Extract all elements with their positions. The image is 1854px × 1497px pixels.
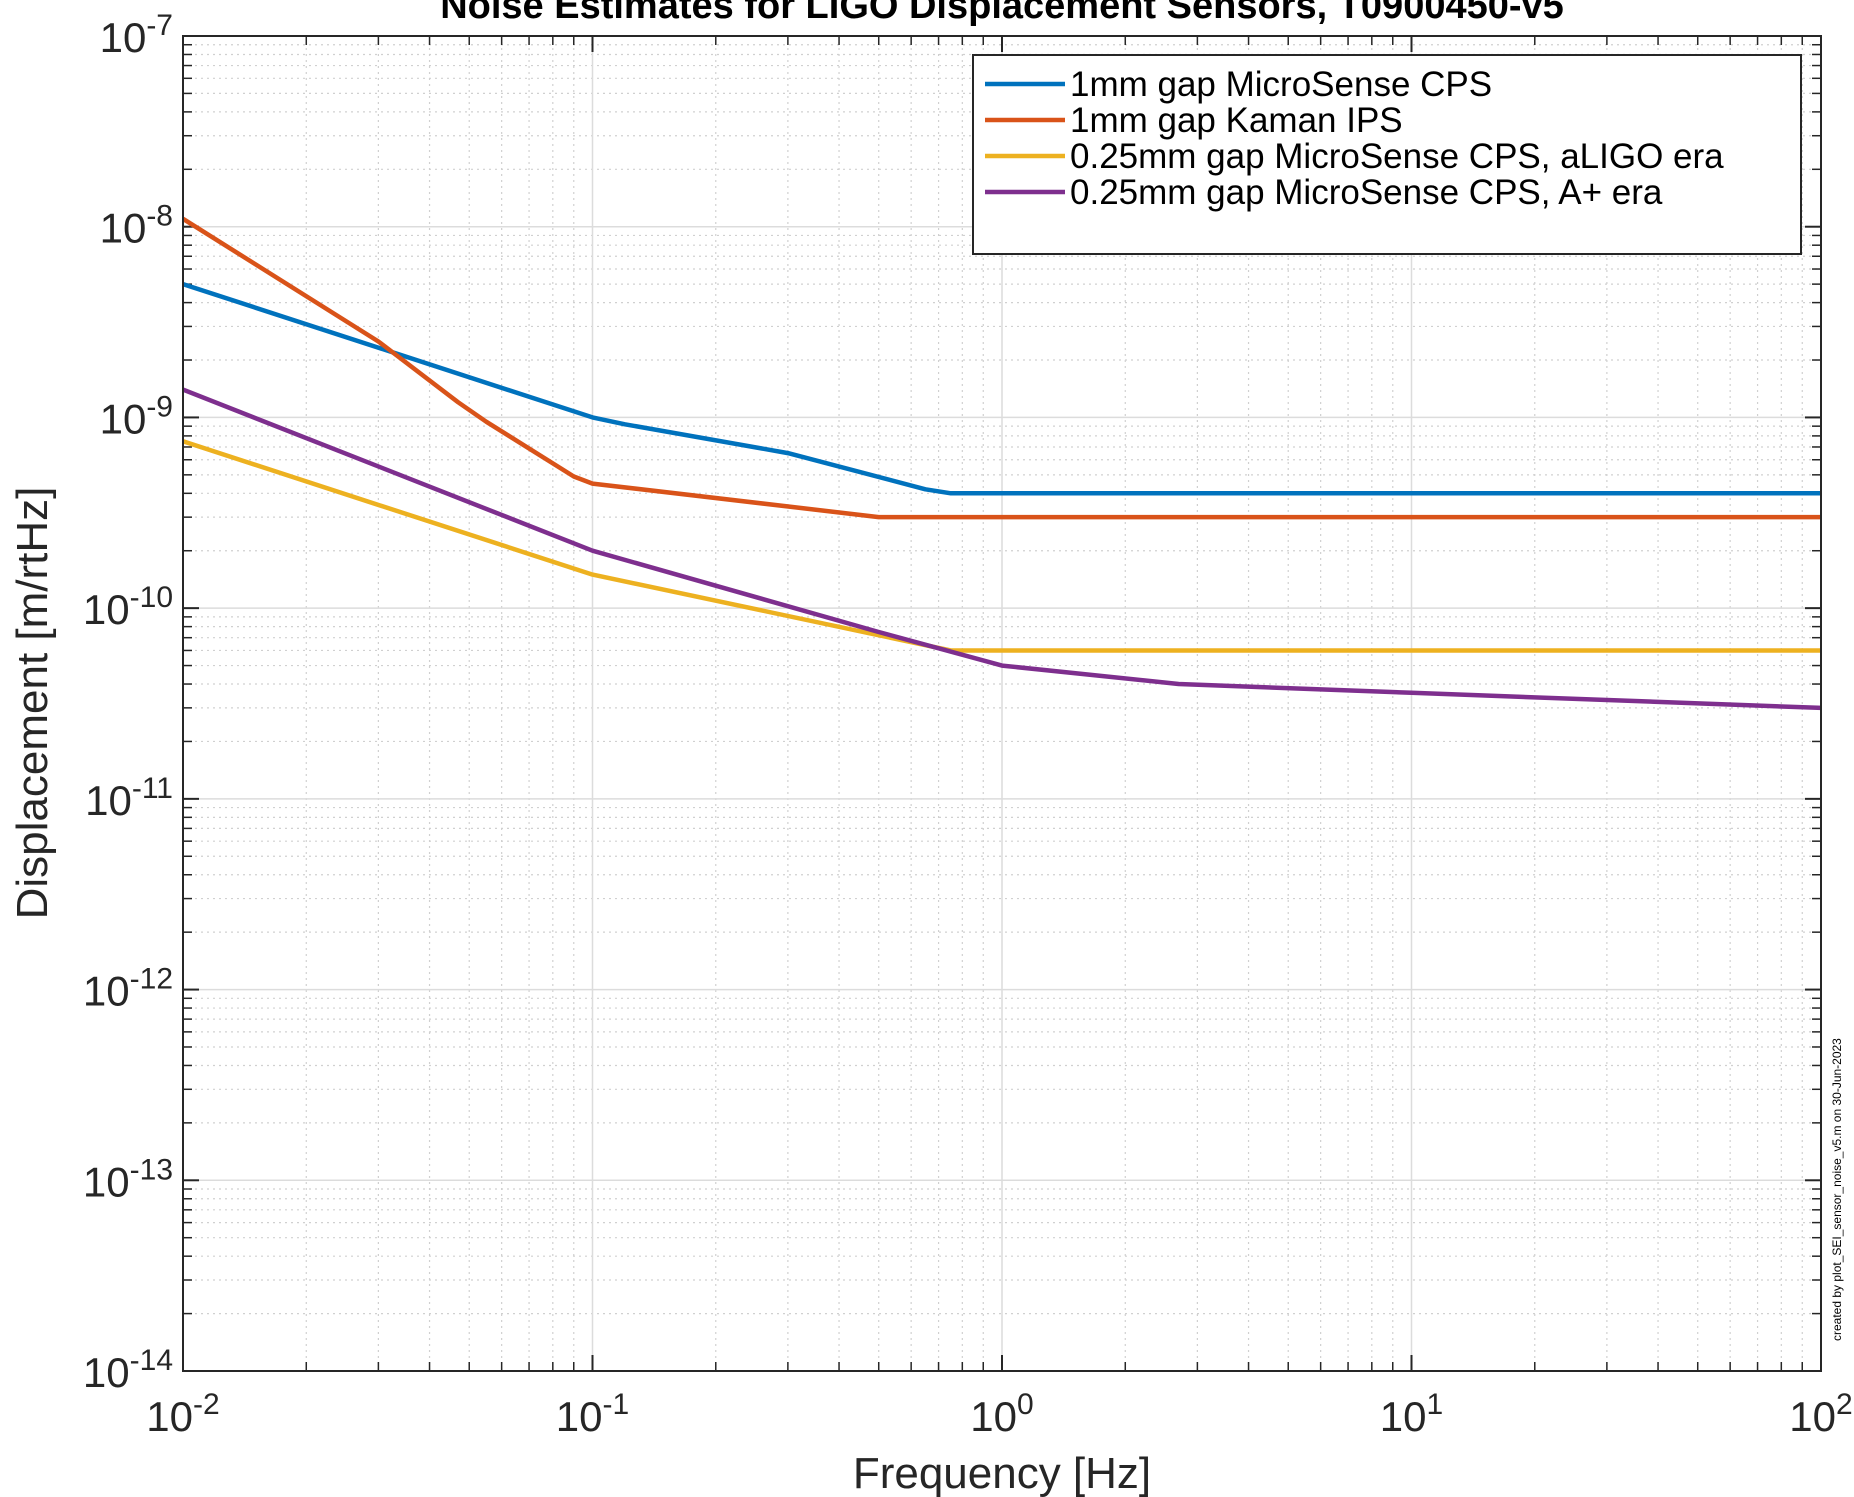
x-tick-label: 10-1 [556, 1388, 629, 1440]
y-tick-label: 10-13 [83, 1153, 173, 1205]
legend-box [972, 54, 1802, 255]
series-lines [183, 216, 1821, 711]
legend-label-3: 0.25mm gap MicroSense CPS, aLIGO era [1070, 137, 1724, 176]
series-line-4 [183, 387, 1821, 711]
x-tick-label: 10-2 [146, 1388, 219, 1440]
chart-title: Noise Estimates for LIGO Displacement Se… [440, 0, 1564, 27]
x-tick-label: 102 [1789, 1388, 1852, 1440]
series-line-1 [183, 281, 1821, 496]
x-tick-labels: 10-2 10-1 100 101 102 [146, 1388, 1852, 1440]
y-tick-label: 10-14 [83, 1344, 173, 1396]
y-tick-label: 10-11 [85, 772, 173, 824]
source-annotation: created by plot_SEI_sensor_noise_v5.m on… [1830, 1038, 1844, 1341]
x-tick-label: 100 [970, 1388, 1033, 1440]
x-axis-label: Frequency [Hz] [853, 1449, 1151, 1497]
series-line-2 [183, 216, 1821, 520]
legend-label-1: 1mm gap MicroSense CPS [1070, 65, 1492, 104]
plot-frame [182, 35, 1822, 1372]
y-tick-label: 10-10 [83, 581, 173, 633]
y-tick-label: 10-7 [100, 9, 173, 61]
y-tick-label: 10-12 [83, 963, 173, 1015]
y-tick-label: 10-8 [100, 200, 173, 252]
x-tick-label: 101 [1380, 1388, 1443, 1440]
series-line-3 [183, 439, 1821, 653]
y-axis-label: Displacement [m/rtHz] [8, 487, 57, 920]
y-tick-label: 10-9 [100, 390, 173, 442]
legend-label-2: 1mm gap Kaman IPS [1070, 101, 1403, 140]
legend-label-4: 0.25mm gap MicroSense CPS, A+ era [1070, 173, 1663, 212]
y-tick-labels: 10-14 10-13 10-12 10-11 10-10 10-9 10-8 10-7 [83, 9, 173, 1396]
